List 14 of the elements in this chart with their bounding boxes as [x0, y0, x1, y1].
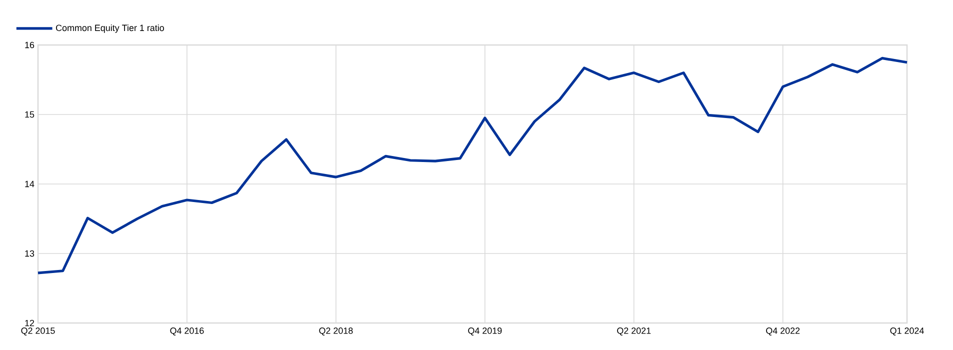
- x-tick-label: Q4 2016: [170, 328, 204, 336]
- y-tick-label: 16: [25, 42, 34, 48]
- x-tick-label: Q4 2019: [468, 328, 502, 336]
- x-tick-label: Q2 2018: [319, 328, 353, 336]
- y-tick-label: 15: [25, 111, 34, 118]
- x-tick-label: Q2 2021: [617, 328, 651, 336]
- y-tick-label: 14: [25, 180, 34, 188]
- line-series: [36, 56, 908, 274]
- x-tick-label: Q4 2022: [766, 328, 800, 336]
- legend-label: Common Equity Tier 1 ratio: [56, 24, 164, 33]
- x-tick-label: Q1 2024: [890, 328, 924, 336]
- y-tick-label: 13: [25, 250, 34, 257]
- y-tick-label: 12: [25, 320, 34, 326]
- x-tick-label: Q2 2015: [21, 328, 55, 336]
